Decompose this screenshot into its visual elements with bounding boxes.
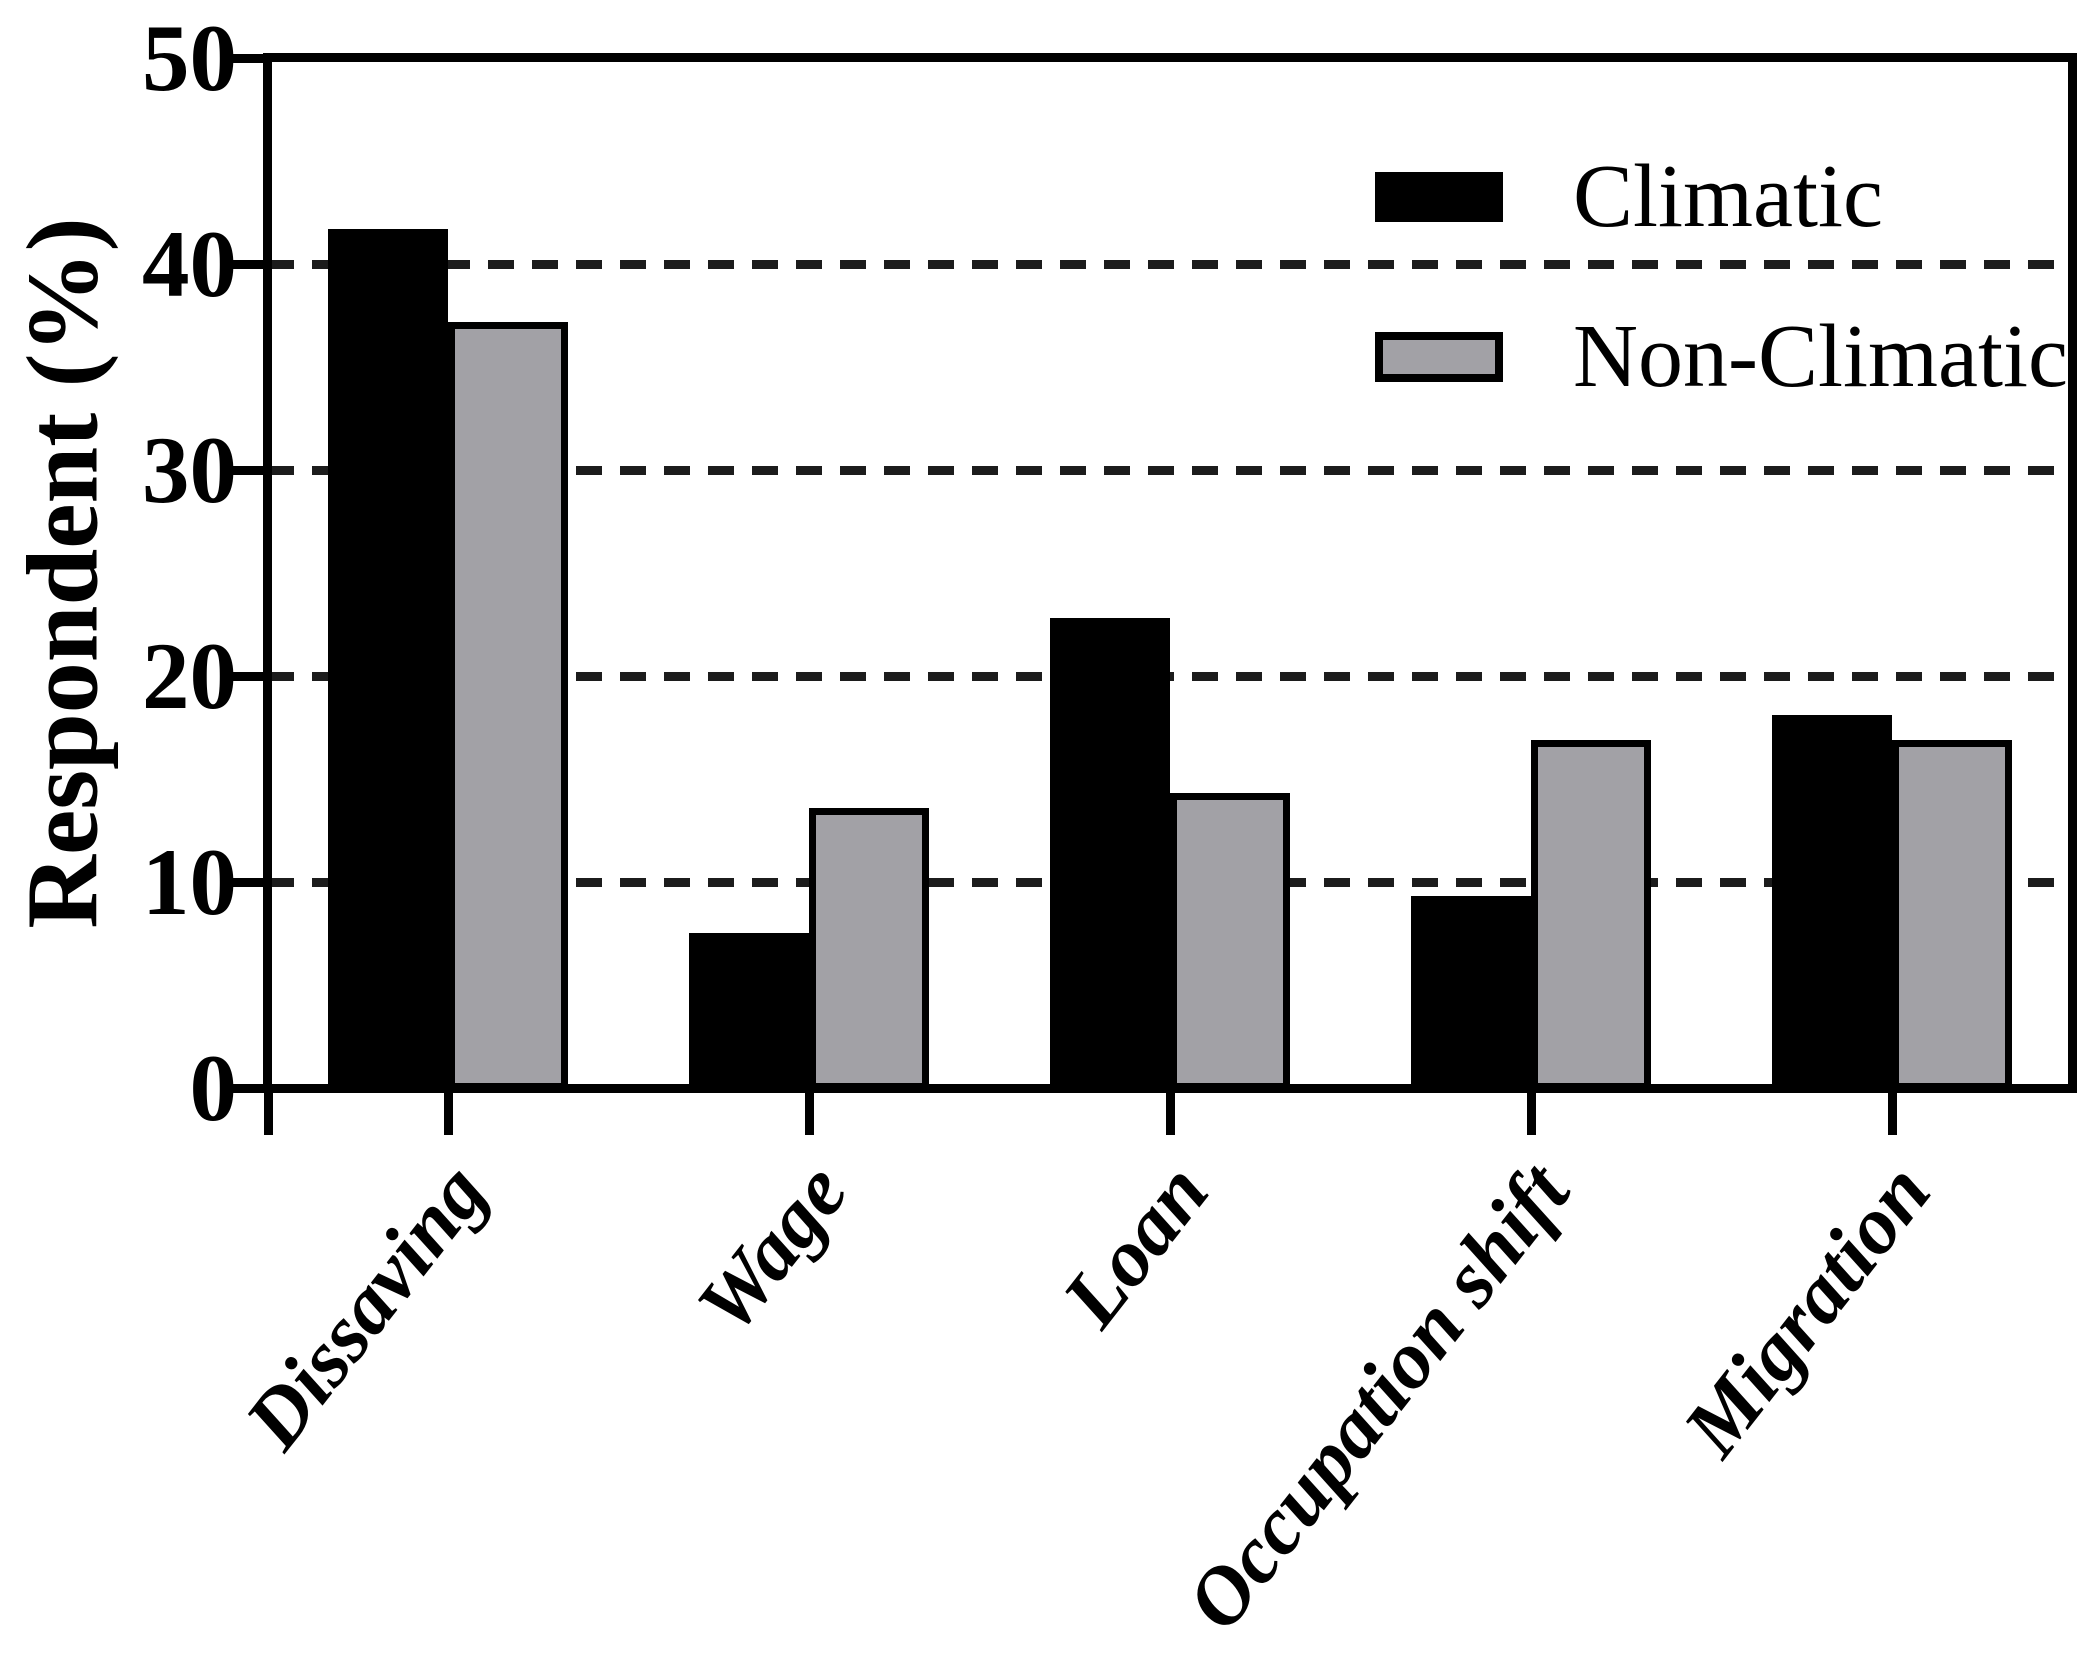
- x-tick-dissaving: [444, 1088, 454, 1135]
- bar-non-climatic-dissaving: [448, 321, 569, 1090]
- legend-item-non-climatic: Non-Climatic: [1375, 312, 2068, 402]
- x-tick-wage: [805, 1088, 815, 1135]
- y-tick-label-0: 0: [189, 1035, 238, 1141]
- y-tick-label-30: 30: [142, 417, 237, 523]
- x-tick-migration: [1887, 1088, 1897, 1135]
- y-tick-20: [228, 672, 268, 681]
- x-tick-loan: [1166, 1088, 1175, 1135]
- bar-climatic-occupation-shift: [1410, 896, 1531, 1090]
- x-category-label-dissaving: Dissaving: [227, 1146, 505, 1466]
- legend-swatch-non-climatic: [1375, 332, 1503, 382]
- bar-climatic-wage: [689, 933, 810, 1090]
- x-category-label-occupation-shift: Occupation shift: [1168, 1146, 1587, 1647]
- top-spine: [263, 53, 2077, 62]
- right-spine: [2068, 53, 2077, 1093]
- gridline-30: [268, 466, 2072, 475]
- bar-non-climatic-wage: [809, 807, 930, 1090]
- left-spine: [263, 53, 272, 1093]
- x-tick-occupation-shift: [1526, 1088, 1536, 1135]
- legend-item-climatic: Climatic: [1375, 152, 1883, 242]
- y-tick-label-20: 20: [142, 623, 237, 729]
- bar-climatic-migration: [1771, 715, 1892, 1090]
- bar-climatic-dissaving: [328, 228, 449, 1090]
- y-tick-label-40: 40: [142, 211, 237, 317]
- bar-non-climatic-occupation-shift: [1530, 739, 1651, 1090]
- y-axis-title: Respondent (%): [6, 217, 120, 929]
- y-tick-label-50: 50: [142, 5, 237, 111]
- bar-non-climatic-migration: [1891, 739, 2012, 1090]
- x-category-label-loan: Loan: [1044, 1146, 1226, 1343]
- y-tick-40: [228, 260, 268, 269]
- y-tick-50: [228, 54, 268, 63]
- y-tick-label-10: 10: [142, 829, 237, 935]
- gridline-20: [268, 672, 2072, 681]
- x-category-label-wage: Wage: [679, 1146, 865, 1349]
- gridline-40: [268, 260, 2072, 269]
- y-tick-10: [228, 878, 268, 887]
- x-tick-origin: [264, 1088, 273, 1135]
- x-category-label-migration: Migration: [1665, 1146, 1948, 1473]
- x-axis-line: [228, 1084, 2077, 1093]
- y-tick-0: [228, 1084, 268, 1093]
- legend-swatch-climatic: [1375, 172, 1503, 222]
- legend-label-non-climatic: Non-Climatic: [1573, 307, 2068, 406]
- legend-label-climatic: Climatic: [1573, 147, 1883, 246]
- bar-non-climatic-loan: [1170, 793, 1290, 1090]
- bar-climatic-loan: [1050, 618, 1170, 1090]
- y-tick-30: [228, 466, 268, 475]
